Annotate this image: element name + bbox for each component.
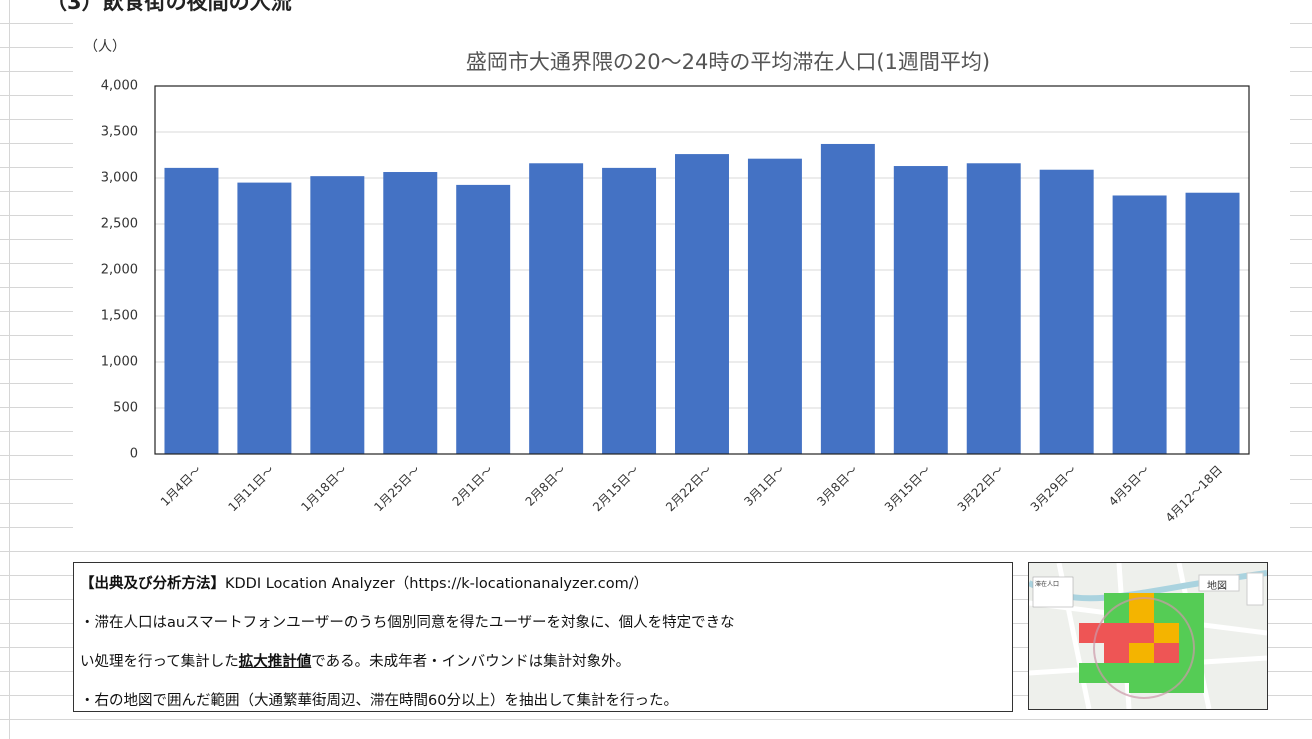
map-type-button: 地図: [1207, 577, 1227, 592]
y-tick-label: 1,500: [101, 309, 138, 324]
bar: [456, 185, 510, 454]
bar: [602, 168, 656, 454]
bar: [383, 172, 437, 454]
bar: [894, 166, 948, 454]
map-thumbnail: 滞在人口 地図: [1028, 562, 1268, 710]
bar: [748, 159, 802, 454]
note-text: い処理を行って集計した: [80, 654, 239, 670]
notes-box: 【出典及び分析方法】KDDI Location Analyzer（https:/…: [73, 562, 1013, 712]
chart: 盛岡市大通界隈の20〜24時の平均滞在人口(1週間平均) （人） 0 500 1,0…: [0, 0, 1312, 550]
bar: [675, 154, 729, 454]
map-legend-title: 滞在人口: [1035, 579, 1059, 588]
bar: [1040, 170, 1094, 454]
note-heading: 【出典及び分析方法】: [80, 576, 225, 592]
y-tick-label: 1,000: [101, 355, 138, 370]
note-text: である。未成年者・インバウンドは集計対象外。: [311, 654, 630, 670]
bar: [529, 163, 583, 454]
note-line: い処理を行って集計した拡大推計値である。未成年者・インバウンドは集計対象外。: [80, 651, 1012, 690]
bar: [310, 176, 364, 454]
y-tick-label: 3,500: [101, 125, 138, 140]
bar: [1186, 193, 1240, 454]
note-line: ・右の地図で囲んだ範囲（大通繁華街周辺、滞在時間60分以上）を抽出して集計を行っ…: [80, 690, 1012, 729]
bar: [237, 183, 291, 454]
y-axis-unit: （人）: [84, 39, 126, 55]
y-tick-label: 4,000: [101, 79, 138, 94]
bar: [967, 163, 1021, 454]
bar: [821, 144, 875, 454]
y-tick-label: 2,000: [101, 263, 138, 278]
bar: [164, 168, 218, 454]
note-text: KDDI Location Analyzer（https://k-locatio…: [225, 576, 648, 592]
note-line: 【出典及び分析方法】KDDI Location Analyzer（https:/…: [80, 573, 1012, 612]
note-line: ・滞在人口はauスマートフォンユーザーのうち個別同意を得たユーザーを対象に、個人…: [80, 612, 1012, 651]
map-image: [1029, 563, 1267, 709]
y-tick-label: 0: [130, 447, 138, 462]
y-tick-label: 3,000: [101, 171, 138, 186]
spreadsheet: （3）飲食街の夜間の人流 盛岡市大通界隈の20〜24時の平均滞在人口(1週間平均…: [0, 0, 1312, 739]
y-tick-label: 2,500: [101, 217, 138, 232]
y-tick-label: 500: [113, 401, 138, 416]
note-emphasis: 拡大推計値: [239, 654, 312, 670]
bar: [1113, 195, 1167, 454]
chart-title: 盛岡市大通界隈の20〜24時の平均滞在人口(1週間平均): [466, 50, 990, 74]
